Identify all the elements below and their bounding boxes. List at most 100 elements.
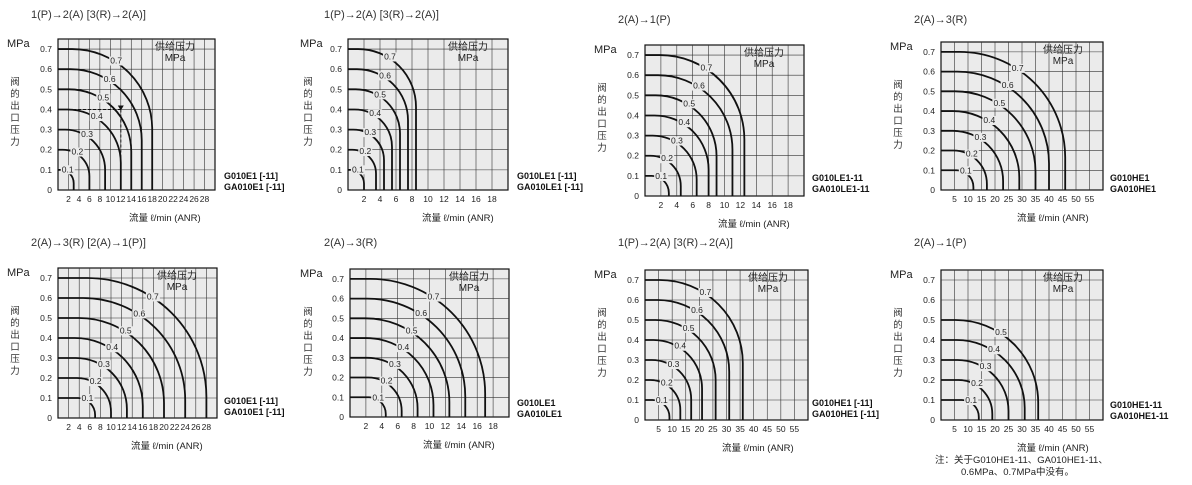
series-label-bg <box>654 396 669 406</box>
y-tick-label: 0.1 <box>332 392 344 402</box>
y-tick-label: 0.4 <box>923 106 935 116</box>
series-label: 0.6 <box>104 74 116 84</box>
x-tick-label: 2 <box>66 194 71 204</box>
y-unit-label: MPa <box>890 41 913 53</box>
x-axis-label: 流量 ℓ/min (ANR) <box>1017 443 1089 454</box>
series-label-bg <box>970 379 984 389</box>
y-tick-label: 0.1 <box>627 171 639 181</box>
series-label-bg <box>363 128 378 138</box>
series-curve <box>645 94 718 196</box>
y-tick-label: 0.3 <box>330 125 342 135</box>
y-tick-label: 0.3 <box>40 353 52 363</box>
x-tick-label: 8 <box>97 194 102 204</box>
example-arrow-icon <box>117 105 124 111</box>
series-label: 0.5 <box>993 98 1005 108</box>
footnote-line-2: 0.6MPa、0.7MPa中没有。 <box>961 467 1074 478</box>
y-tick-label: 0.5 <box>332 313 344 323</box>
series-label: 0.2 <box>661 153 673 163</box>
series-curve <box>941 70 1050 190</box>
model-label: G010HE1 [-11] GA010HE1 [-11] <box>812 398 879 420</box>
x-tick-label: 5 <box>952 424 957 434</box>
y-tick-label: 0.6 <box>923 67 935 77</box>
series-label-bg <box>396 343 411 353</box>
series-label-bg <box>382 52 397 62</box>
x-axis-label: 流量 ℓ/min (ANR) <box>129 213 201 224</box>
series-curve <box>941 50 1067 190</box>
series-label: 0.2 <box>359 146 371 156</box>
series-label: 0.7 <box>700 62 712 72</box>
x-tick-label: 2 <box>362 194 367 204</box>
x-tick-label: 20 <box>990 194 1000 204</box>
chart-title: 2(A)→3(R) [2(A)→1(P)] <box>31 237 146 249</box>
x-axis-label: 流量 ℓ/min (ANR) <box>722 443 794 454</box>
x-tick-label: 25 <box>1004 194 1014 204</box>
x-tick-label: 50 <box>776 424 786 434</box>
series-label: 0.1 <box>655 171 667 181</box>
series-label-bg <box>89 112 104 122</box>
series-label-bg <box>371 393 386 403</box>
x-tick-label: 8 <box>706 200 711 210</box>
series-curve <box>348 48 417 190</box>
chart-title: 1(P)→2(A) [3(R)→2(A)] <box>324 9 439 21</box>
series-curve <box>58 48 154 190</box>
y-tick-label: 0.3 <box>332 353 344 363</box>
series-label-bg <box>368 109 383 119</box>
y-tick-label: 0.1 <box>627 395 639 405</box>
series-label-bg <box>88 377 103 387</box>
y-tick-label: 0.1 <box>330 165 342 175</box>
model-label: G010HE1 GA010HE1 <box>1110 173 1156 195</box>
series-label-bg <box>414 309 429 319</box>
y-tick-label: 0.1 <box>40 165 52 175</box>
series-label-bg <box>994 327 1009 337</box>
x-tick-label: 20 <box>158 194 168 204</box>
x-tick-label: 18 <box>487 194 497 204</box>
y-unit-label: MPa <box>300 38 323 50</box>
series-label-bg <box>105 343 120 353</box>
series-curve <box>645 154 682 196</box>
series-label: 0.4 <box>983 115 995 125</box>
series-label: 0.2 <box>971 378 983 388</box>
series-label: 0.3 <box>364 127 376 137</box>
y-tick-label: 0.2 <box>627 375 639 385</box>
series-label-bg <box>358 147 373 157</box>
series-label: 0.1 <box>965 395 977 405</box>
x-tick-label: 30 <box>1017 194 1027 204</box>
x-tick-label: 50 <box>1071 194 1081 204</box>
series-curve <box>941 339 1026 420</box>
x-tick-label: 8 <box>411 421 416 431</box>
x-axis-label: 流量 ℓ/min (ANR) <box>423 440 495 451</box>
x-tick-label: 14 <box>752 200 762 210</box>
legend-unit: MPa <box>459 283 480 294</box>
y-tick-label: 0.5 <box>40 313 52 323</box>
series-curve <box>58 88 133 190</box>
series-label-bg <box>669 136 684 146</box>
y-axis-label: 阀的出口压力 <box>893 308 903 379</box>
series-label: 0.7 <box>1012 63 1024 73</box>
series-label-bg <box>692 81 707 91</box>
series-curve <box>58 357 128 418</box>
series-label-bg <box>379 376 394 386</box>
series-label: 0.7 <box>147 291 159 301</box>
series-curve <box>941 110 1021 190</box>
plot-svg: 0 0.1 0.2 0.3 0.4 0.5 0.6 0.7 2 4 6 8 10 12 14 16 18 供给压力… <box>627 44 805 210</box>
series-label-bg <box>132 309 147 319</box>
legend-unit: MPa <box>754 59 775 70</box>
x-tick-label: 16 <box>471 194 481 204</box>
x-tick-label: 45 <box>1058 424 1068 434</box>
x-tick-label: 16 <box>137 194 147 204</box>
model-label: G010HE1-11 GA010HE1-11 <box>1110 400 1169 422</box>
y-tick-label: 0.7 <box>923 47 935 57</box>
x-tick-label: 24 <box>180 422 190 432</box>
model-line: G010LE1 <box>517 398 556 408</box>
series-curve <box>350 297 467 417</box>
y-tick-label: 0.7 <box>330 44 342 54</box>
y-tick-label: 0.5 <box>627 315 639 325</box>
series-curve <box>645 299 731 420</box>
y-tick-label: 0.5 <box>330 84 342 94</box>
chart-title: 2(A)→3(R) <box>914 14 968 26</box>
y-tick-label: 0.4 <box>330 104 342 114</box>
series-curve <box>645 319 717 420</box>
series-label: 0.5 <box>995 327 1007 337</box>
series-label: 0.4 <box>678 117 690 127</box>
y-tick-label: 0.7 <box>332 274 344 284</box>
